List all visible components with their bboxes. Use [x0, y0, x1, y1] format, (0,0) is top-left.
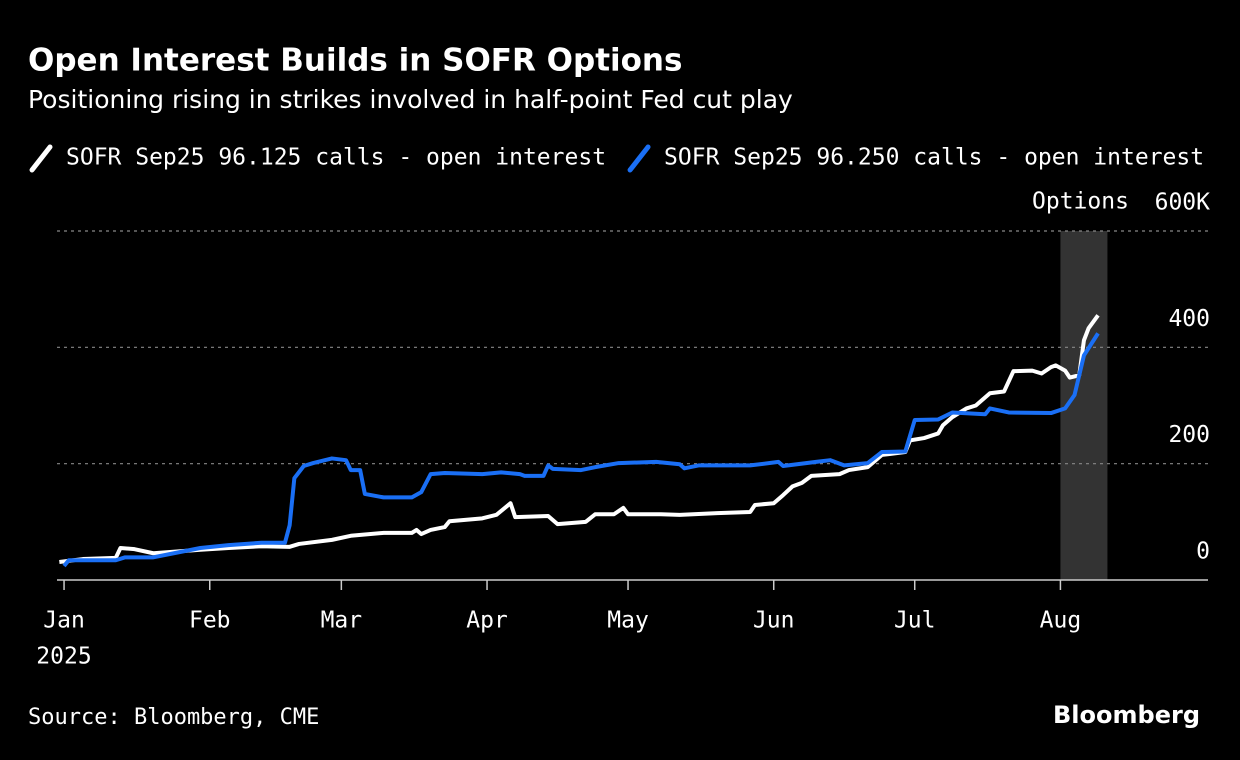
chart-subtitle: Positioning rising in strikes involved i… [28, 85, 793, 114]
y-axis-label: Options [1032, 189, 1129, 215]
x-tick-label: May [607, 608, 649, 634]
legend-swatch [29, 144, 53, 173]
chart-title: Open Interest Builds in SOFR Options [28, 43, 682, 79]
x-tick-label: Apr [466, 608, 508, 634]
x-tick-label: Jan [43, 608, 85, 634]
x-tick-label: Jun [753, 608, 795, 634]
y-tick-label: 200 [1168, 422, 1210, 448]
x-tick-label: Jul [894, 608, 936, 634]
x-tick-label: Feb [189, 608, 231, 634]
legend-label: SOFR Sep25 96.250 calls - open interest [664, 145, 1204, 171]
y-tick-label: 600K [1155, 190, 1211, 216]
x-tick-label: Mar [321, 608, 363, 634]
x-tick-label: Aug [1040, 608, 1082, 634]
y-tick-label: 0 [1196, 539, 1210, 565]
x-year-label: 2025 [36, 644, 91, 670]
legend-swatch [627, 144, 651, 173]
series-line [59, 314, 1100, 564]
y-tick-label: 400 [1168, 306, 1210, 332]
legend-label: SOFR Sep25 96.125 calls - open interest [66, 145, 606, 171]
series-line [62, 332, 1100, 568]
source: Source: Bloomberg, CME [28, 705, 319, 730]
brand: Bloomberg [1053, 701, 1200, 729]
